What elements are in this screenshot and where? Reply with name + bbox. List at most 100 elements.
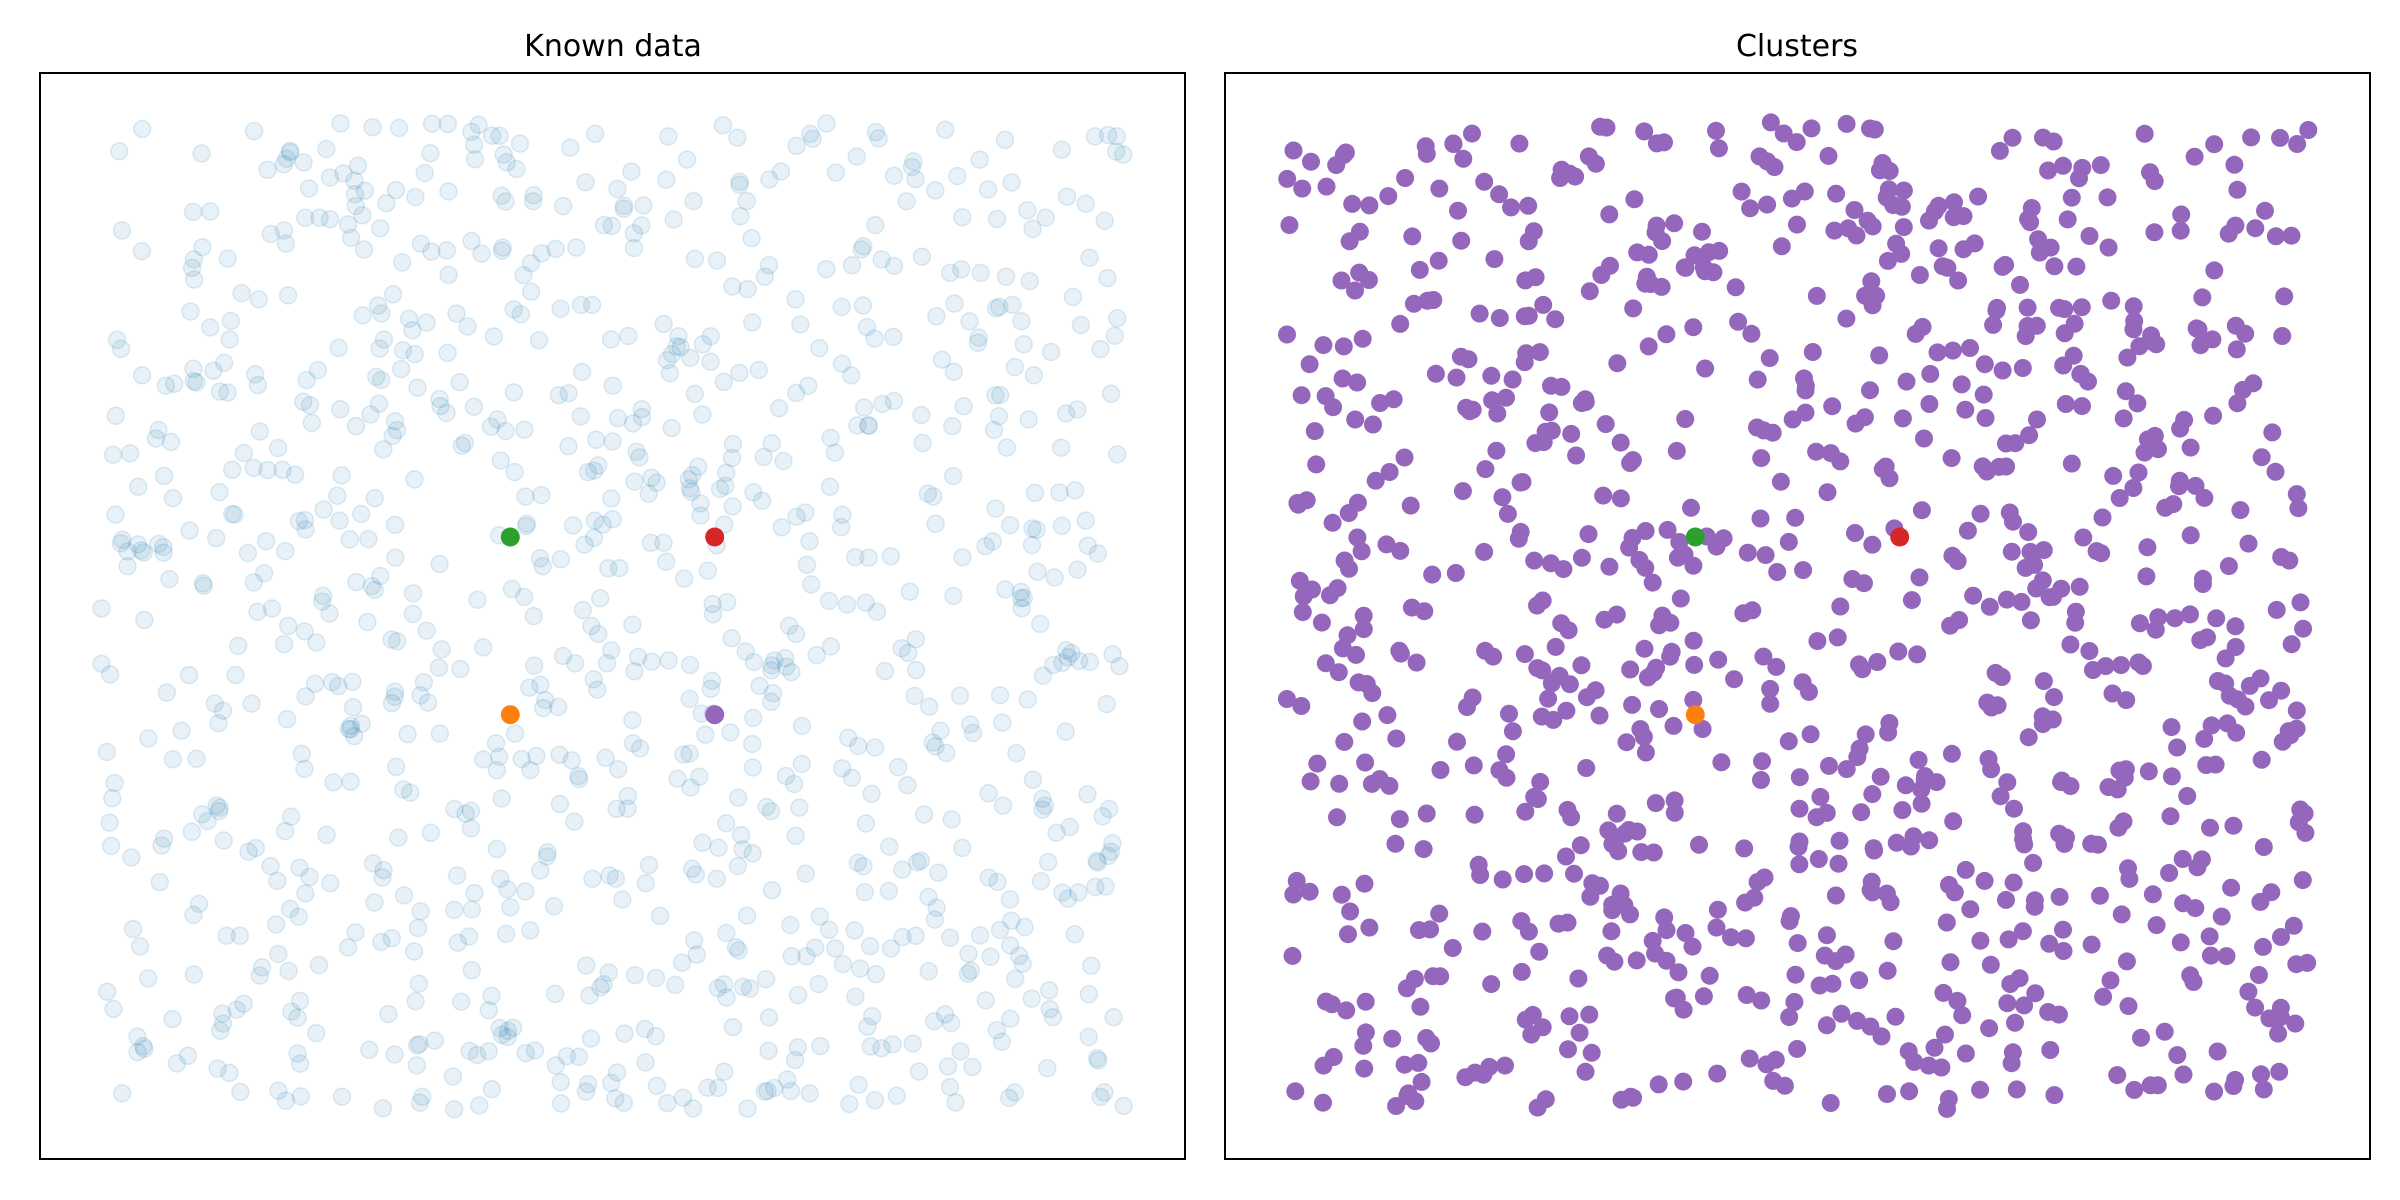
data-point: [1858, 211, 1877, 230]
data-point: [1430, 904, 1449, 923]
data-point: [1316, 654, 1335, 673]
known-data-axes-frame: [39, 72, 1186, 1160]
data-point: [297, 370, 317, 390]
data-point: [576, 173, 595, 192]
data-point: [462, 900, 482, 919]
data-point: [1774, 124, 1793, 143]
data-point: [279, 961, 298, 981]
data-point: [290, 1054, 310, 1073]
data-point: [613, 890, 632, 909]
data-point: [1707, 918, 1726, 937]
data-point: [988, 872, 1007, 892]
data-point: [401, 783, 420, 802]
data-point: [1752, 449, 1771, 468]
data-point: [1110, 656, 1129, 676]
data-point: [408, 918, 428, 938]
data-point: [97, 982, 117, 1001]
data-point: [1493, 488, 1512, 507]
data-point: [256, 531, 276, 551]
data-point: [614, 196, 634, 216]
data-point: [1943, 341, 1962, 360]
data-point: [1650, 700, 1668, 718]
data-point: [1002, 173, 1021, 192]
data-point: [1670, 533, 1689, 551]
data-point: [1335, 732, 1354, 751]
data-point: [239, 842, 258, 861]
data-point: [1896, 776, 1915, 795]
data-point: [415, 163, 434, 183]
data-point: [1465, 805, 1484, 824]
data-point: [1644, 843, 1663, 862]
data-point: [1761, 694, 1780, 713]
data-point: [373, 868, 392, 887]
data-point: [832, 759, 852, 778]
data-point: [2216, 649, 2235, 668]
data-point: [1069, 651, 1089, 671]
data-point: [479, 1041, 498, 1061]
data-point: [677, 150, 697, 169]
data-point: [1667, 441, 1686, 460]
data-point: [1956, 860, 1975, 879]
data-point: [100, 665, 120, 684]
data-point: [580, 986, 599, 1005]
data-point: [723, 277, 742, 296]
data-point: [1415, 602, 1434, 621]
data-point: [2172, 205, 2191, 224]
data-point: [772, 518, 791, 537]
data-point: [1519, 196, 1538, 215]
data-point: [1916, 767, 1934, 786]
data-point: [130, 937, 150, 956]
data-point: [149, 534, 168, 554]
data-point: [1807, 286, 1826, 305]
data-point: [833, 954, 853, 974]
data-point: [944, 362, 964, 382]
data-point: [118, 542, 137, 561]
data-point: [1364, 415, 1382, 434]
data-point: [1515, 353, 1534, 372]
data-point: [714, 372, 733, 392]
data-point: [2132, 1028, 2150, 1047]
data-point: [2205, 135, 2224, 154]
data-point: [1627, 951, 1646, 970]
data-point: [103, 789, 122, 808]
data-point: [1317, 177, 1336, 196]
data-point: [487, 761, 507, 780]
data-point: [1710, 241, 1729, 260]
data-point: [899, 643, 918, 663]
data-point: [1788, 1039, 1807, 1058]
data-point: [484, 327, 504, 346]
data-point: [1031, 872, 1051, 891]
data-point: [1684, 556, 1703, 575]
data-point: [282, 1002, 301, 1021]
data-point: [180, 521, 199, 540]
data-point: [1936, 1025, 1954, 1044]
data-point: [1525, 551, 1544, 570]
data-point: [220, 1063, 239, 1083]
data-point: [1536, 1090, 1555, 1109]
data-point: [1611, 433, 1630, 452]
data-point: [630, 739, 650, 758]
data-point: [1802, 119, 1821, 138]
data-point: [1808, 632, 1827, 651]
data-point: [2080, 642, 2099, 660]
data-point: [1650, 616, 1669, 635]
data-point: [2021, 213, 2040, 232]
data-point: [1443, 939, 1462, 957]
data-point: [1103, 645, 1122, 664]
data-point: [761, 692, 781, 712]
data-point: [1056, 404, 1076, 423]
data-point: [341, 772, 360, 792]
data-point: [403, 604, 423, 624]
data-point: [1050, 483, 1069, 502]
data-point: [642, 468, 661, 487]
data-point: [709, 838, 728, 858]
data-point: [2299, 121, 2318, 139]
data-point: [1623, 528, 1642, 547]
data-point: [1410, 260, 1429, 279]
data-point: [1988, 696, 2007, 715]
data-point: [2137, 567, 2156, 586]
data-point: [1625, 190, 1644, 209]
data-point: [1503, 370, 1522, 389]
data-point: [1333, 639, 1352, 658]
data-point: [1582, 1043, 1601, 1062]
